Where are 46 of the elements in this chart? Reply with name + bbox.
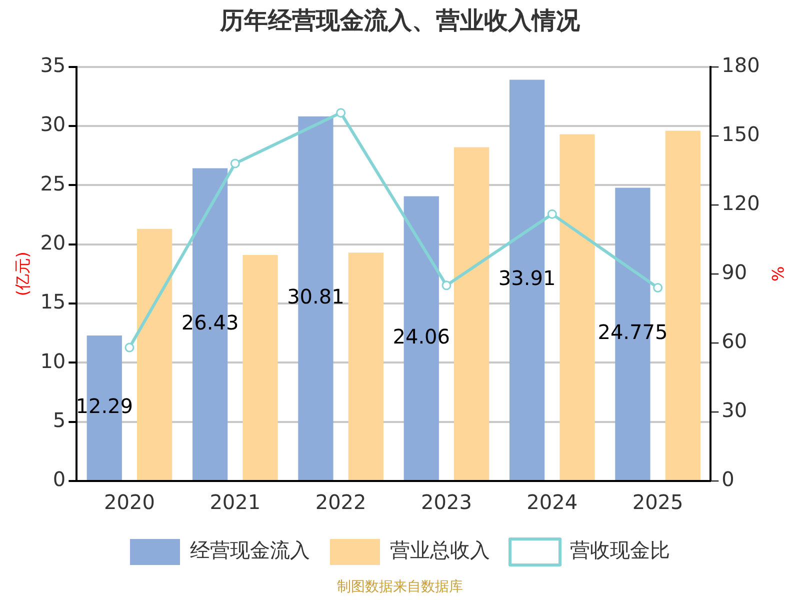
data-label: 26.43 bbox=[181, 310, 239, 334]
y-tick-label: 5 bbox=[52, 408, 66, 432]
data-label: 12.29 bbox=[76, 394, 134, 418]
x-tick-label: 2025 bbox=[632, 490, 684, 514]
bar bbox=[137, 228, 172, 480]
bar bbox=[242, 254, 278, 480]
point bbox=[336, 108, 346, 118]
y2-tick-label: 120 bbox=[722, 191, 760, 216]
data-label: 30.81 bbox=[287, 284, 344, 308]
y2-tick-label: 60 bbox=[722, 329, 748, 354]
legend-label: 营收现金比 bbox=[570, 538, 670, 562]
y-axis-title: (亿元) bbox=[12, 252, 32, 296]
chart-title: 历年经营现金流入、营业收入情况 bbox=[219, 6, 581, 35]
y-tick-label: 30 bbox=[40, 112, 66, 136]
point bbox=[124, 342, 134, 352]
y-tick-label: 10 bbox=[40, 348, 66, 373]
y2-tick-label: 0 bbox=[722, 467, 734, 492]
bar bbox=[560, 134, 595, 480]
y-tick-label: 25 bbox=[40, 171, 66, 196]
y-tick-label: 35 bbox=[40, 53, 66, 78]
x-tick-label: 2023 bbox=[421, 490, 472, 514]
y2-tick-label: 180 bbox=[722, 53, 760, 78]
point bbox=[653, 282, 663, 292]
x-tick-label: 2022 bbox=[315, 490, 366, 514]
data-label: 33.91 bbox=[498, 266, 556, 290]
bar bbox=[665, 130, 700, 480]
data-label: 24.775 bbox=[598, 320, 668, 344]
bar bbox=[454, 147, 490, 480]
bar bbox=[348, 252, 384, 480]
x-tick-label: 2021 bbox=[210, 490, 261, 514]
data-label: 24.06 bbox=[392, 324, 450, 348]
x-tick-label: 2020 bbox=[104, 490, 155, 514]
point bbox=[547, 209, 557, 219]
legend-label: 经营现金流入 bbox=[190, 538, 310, 562]
y2-axis-title: % bbox=[768, 266, 788, 282]
point bbox=[442, 280, 452, 290]
y-tick-label: 20 bbox=[40, 230, 66, 255]
y2-tick-label: 90 bbox=[722, 260, 748, 284]
y2-tick-label: 150 bbox=[722, 122, 760, 146]
point bbox=[230, 158, 240, 168]
text: 制图数据来自数据库 bbox=[336, 578, 464, 596]
y2-tick-label: 30 bbox=[722, 398, 748, 422]
x-tick-label: 2024 bbox=[526, 490, 578, 514]
y-tick-label: 0 bbox=[52, 467, 66, 492]
y-tick-label: 15 bbox=[40, 290, 66, 314]
legend-label: 营业总收入 bbox=[390, 538, 490, 562]
